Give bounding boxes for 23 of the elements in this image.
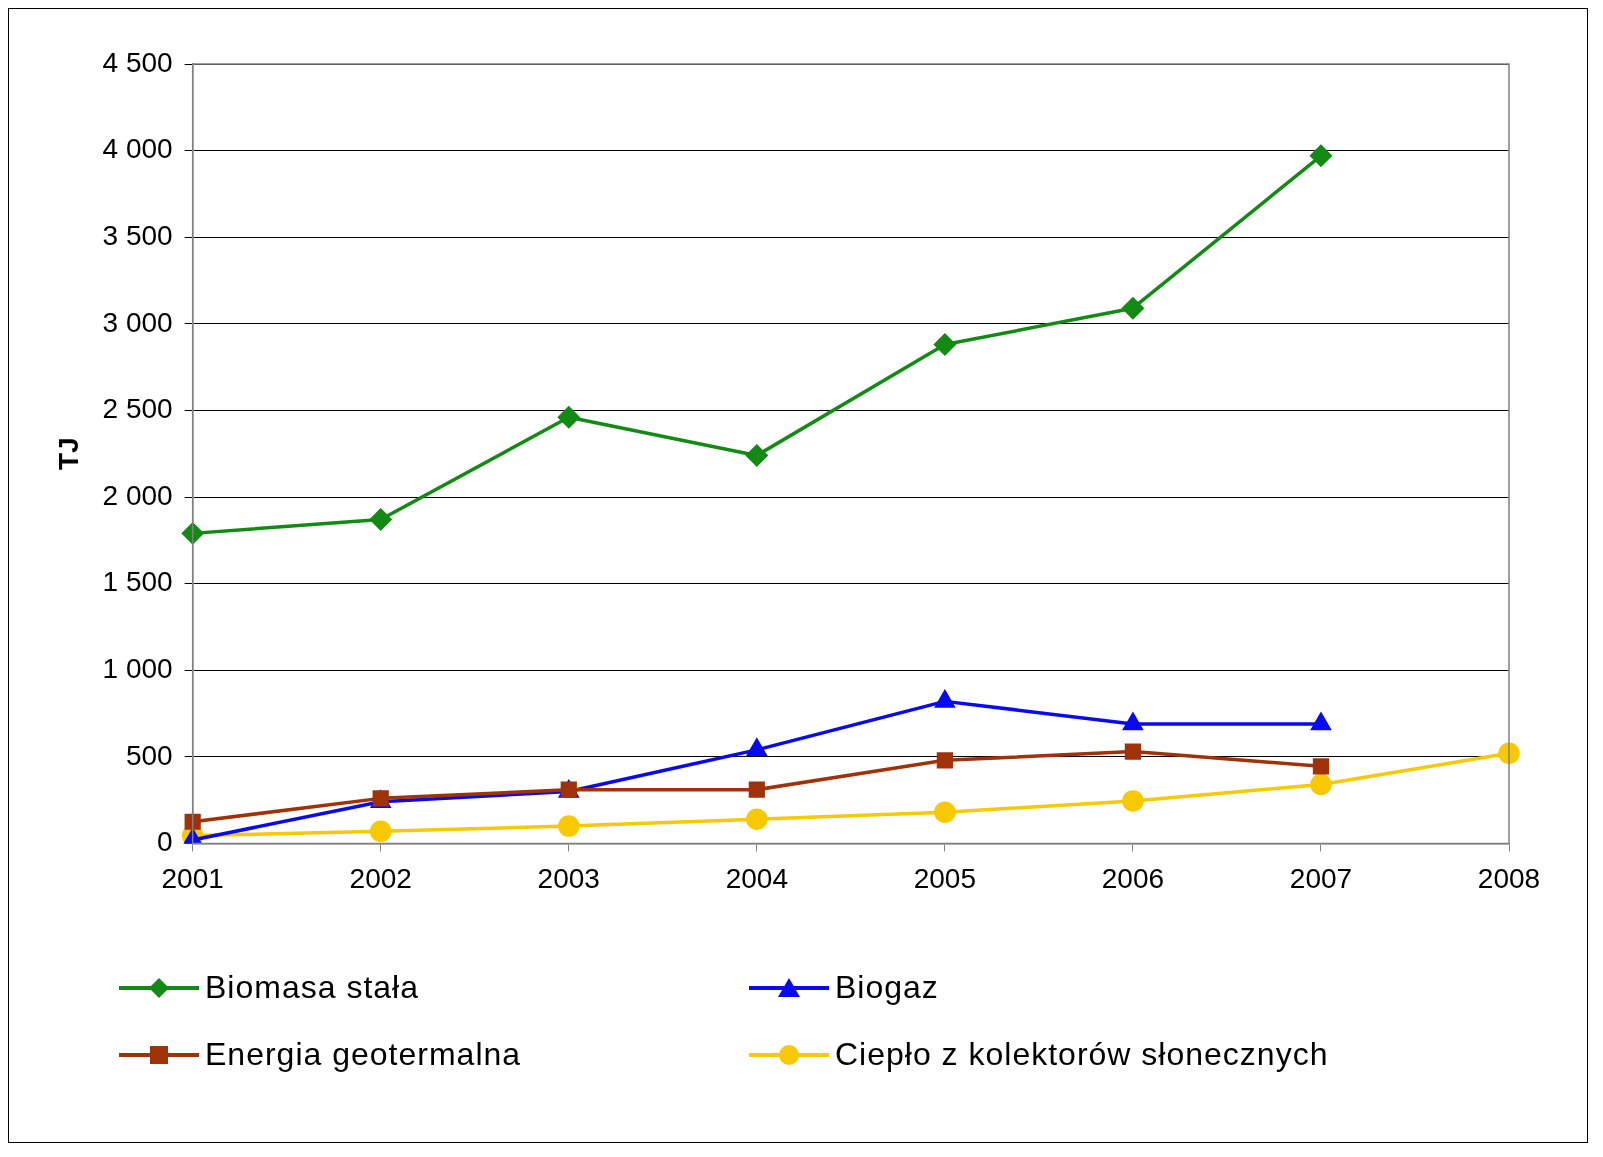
y-tick-label: 1 500: [102, 566, 173, 598]
legend-label: Biomasa stała: [205, 969, 419, 1006]
x-tick-label: 2007: [1289, 862, 1353, 894]
x-tick-label: 2001: [161, 862, 224, 894]
x-tick-label: 2002: [349, 862, 412, 894]
y-tick-label: 500: [125, 739, 173, 771]
y-tick-label: 1 000: [102, 652, 173, 684]
y-tick-label: 3 500: [102, 219, 173, 251]
y-tick-label: 2 500: [102, 393, 173, 425]
y-tick-label: 2 000: [102, 479, 173, 511]
y-tick-label: 4 500: [102, 46, 173, 78]
x-tick-label: 2005: [913, 862, 977, 894]
y-tick-label: 3 000: [102, 306, 173, 338]
y-tick-label: 0: [157, 826, 173, 858]
legend-label: Biogaz: [835, 969, 939, 1006]
x-tick-label: 2003: [537, 862, 600, 894]
y-tick-label: 4 000: [102, 133, 173, 165]
legend-label: Ciepło z kolektorów słonecznych: [835, 1036, 1329, 1073]
x-tick-label: 2008: [1477, 862, 1541, 894]
x-tick-label: 2004: [725, 862, 788, 894]
y-axis-title: TJ: [52, 437, 84, 471]
legend-label: Energia geotermalna: [205, 1036, 522, 1073]
x-tick-label: 2006: [1101, 862, 1165, 894]
